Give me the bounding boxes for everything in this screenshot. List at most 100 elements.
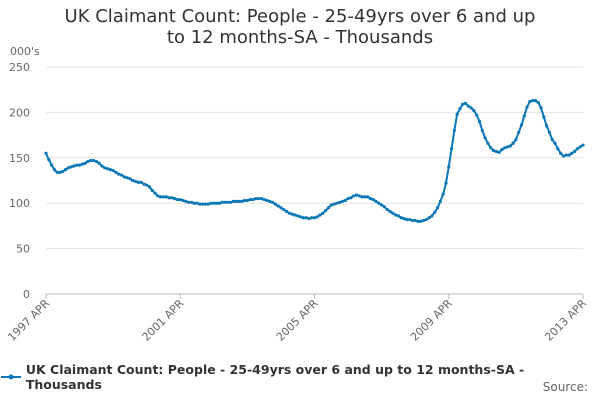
data-point [486,141,490,145]
data-point [430,214,434,218]
data-point [559,151,563,155]
data-point [170,196,174,200]
data-point [301,216,305,220]
data-point [72,164,76,168]
data-point [139,180,143,184]
data-point [363,195,367,199]
data-point [270,200,275,204]
data-point [187,200,191,204]
data-point [242,198,247,203]
data-point [111,168,115,173]
data-point [433,210,437,214]
legend-swatch [1,374,21,380]
data-point [234,199,238,203]
data-point [240,199,244,203]
data-point [519,123,524,127]
x-tick-label: 2013 APR [542,297,589,344]
data-point [368,197,373,201]
data-point [326,206,331,210]
data-point [511,141,515,145]
data-point [217,201,222,205]
data-point [142,182,146,186]
data-point [52,168,56,172]
data-point [220,200,224,204]
data-point [444,181,448,185]
data-point [131,178,135,183]
data-point [94,159,98,164]
data-point [407,217,412,222]
data-point [503,146,507,150]
data-point [545,124,549,128]
data-point [374,199,378,203]
data-point [318,213,322,217]
data-point [461,102,465,106]
data-point [209,201,213,205]
data-point [396,214,401,218]
data-point [402,217,406,221]
x-tick-label: 2001 APR [139,297,186,344]
y-tick-label: 0 [23,288,30,301]
data-point [324,208,328,213]
data-point [547,130,552,134]
data-point [159,195,163,199]
data-point [66,166,70,170]
data-point [312,216,317,220]
data-point [553,141,557,145]
data-point [55,170,59,174]
data-point [343,198,347,203]
data-point [542,115,546,119]
data-point [265,198,269,203]
data-point [405,217,409,222]
data-point [228,200,233,204]
data-point [517,130,521,134]
data-point [570,151,574,155]
data-point [447,165,451,169]
data-point [564,153,568,157]
data-point [268,199,272,203]
data-point [44,151,48,155]
data-point [346,197,350,201]
data-point [505,145,510,149]
data-point [581,143,585,147]
data-point [556,147,560,151]
data-point [223,200,227,204]
source: Source: [542,380,588,394]
data-point [212,201,216,205]
data-point [58,170,62,174]
data-point [304,216,308,220]
data-point [69,165,73,169]
data-point [475,113,479,117]
y-tick-label: 250 [9,61,30,74]
chart-title: UK Claimant Count: People - 25-49yrs ove… [64,6,536,48]
data-point [251,197,255,202]
data-point [435,206,440,210]
data-point [122,175,126,179]
data-point [97,161,101,165]
data-point [203,202,208,206]
data-point [329,203,333,207]
data-point [49,163,54,167]
data-point [298,215,303,219]
data-point [561,154,566,158]
data-point [91,158,96,163]
x-tick-label: 2005 APR [274,297,321,344]
data-point [86,159,90,164]
data-point [100,164,104,168]
data-point [525,105,529,109]
data-point [293,213,297,217]
data-point [349,196,353,200]
x-tick-label: 1997 APR [5,297,52,344]
data-point [273,202,277,206]
data-point [254,197,258,201]
y-tick-label: 100 [9,197,30,210]
data-point [248,197,252,202]
data-point [256,197,261,201]
data-point [416,219,420,223]
data-point [480,128,484,133]
data-point [340,199,345,203]
data-point [161,195,166,199]
data-point [147,185,152,189]
data-point [410,218,414,223]
data-point [276,204,280,208]
legend-label: UK Claimant Count: People - 25-49yrs ove… [25,362,525,392]
